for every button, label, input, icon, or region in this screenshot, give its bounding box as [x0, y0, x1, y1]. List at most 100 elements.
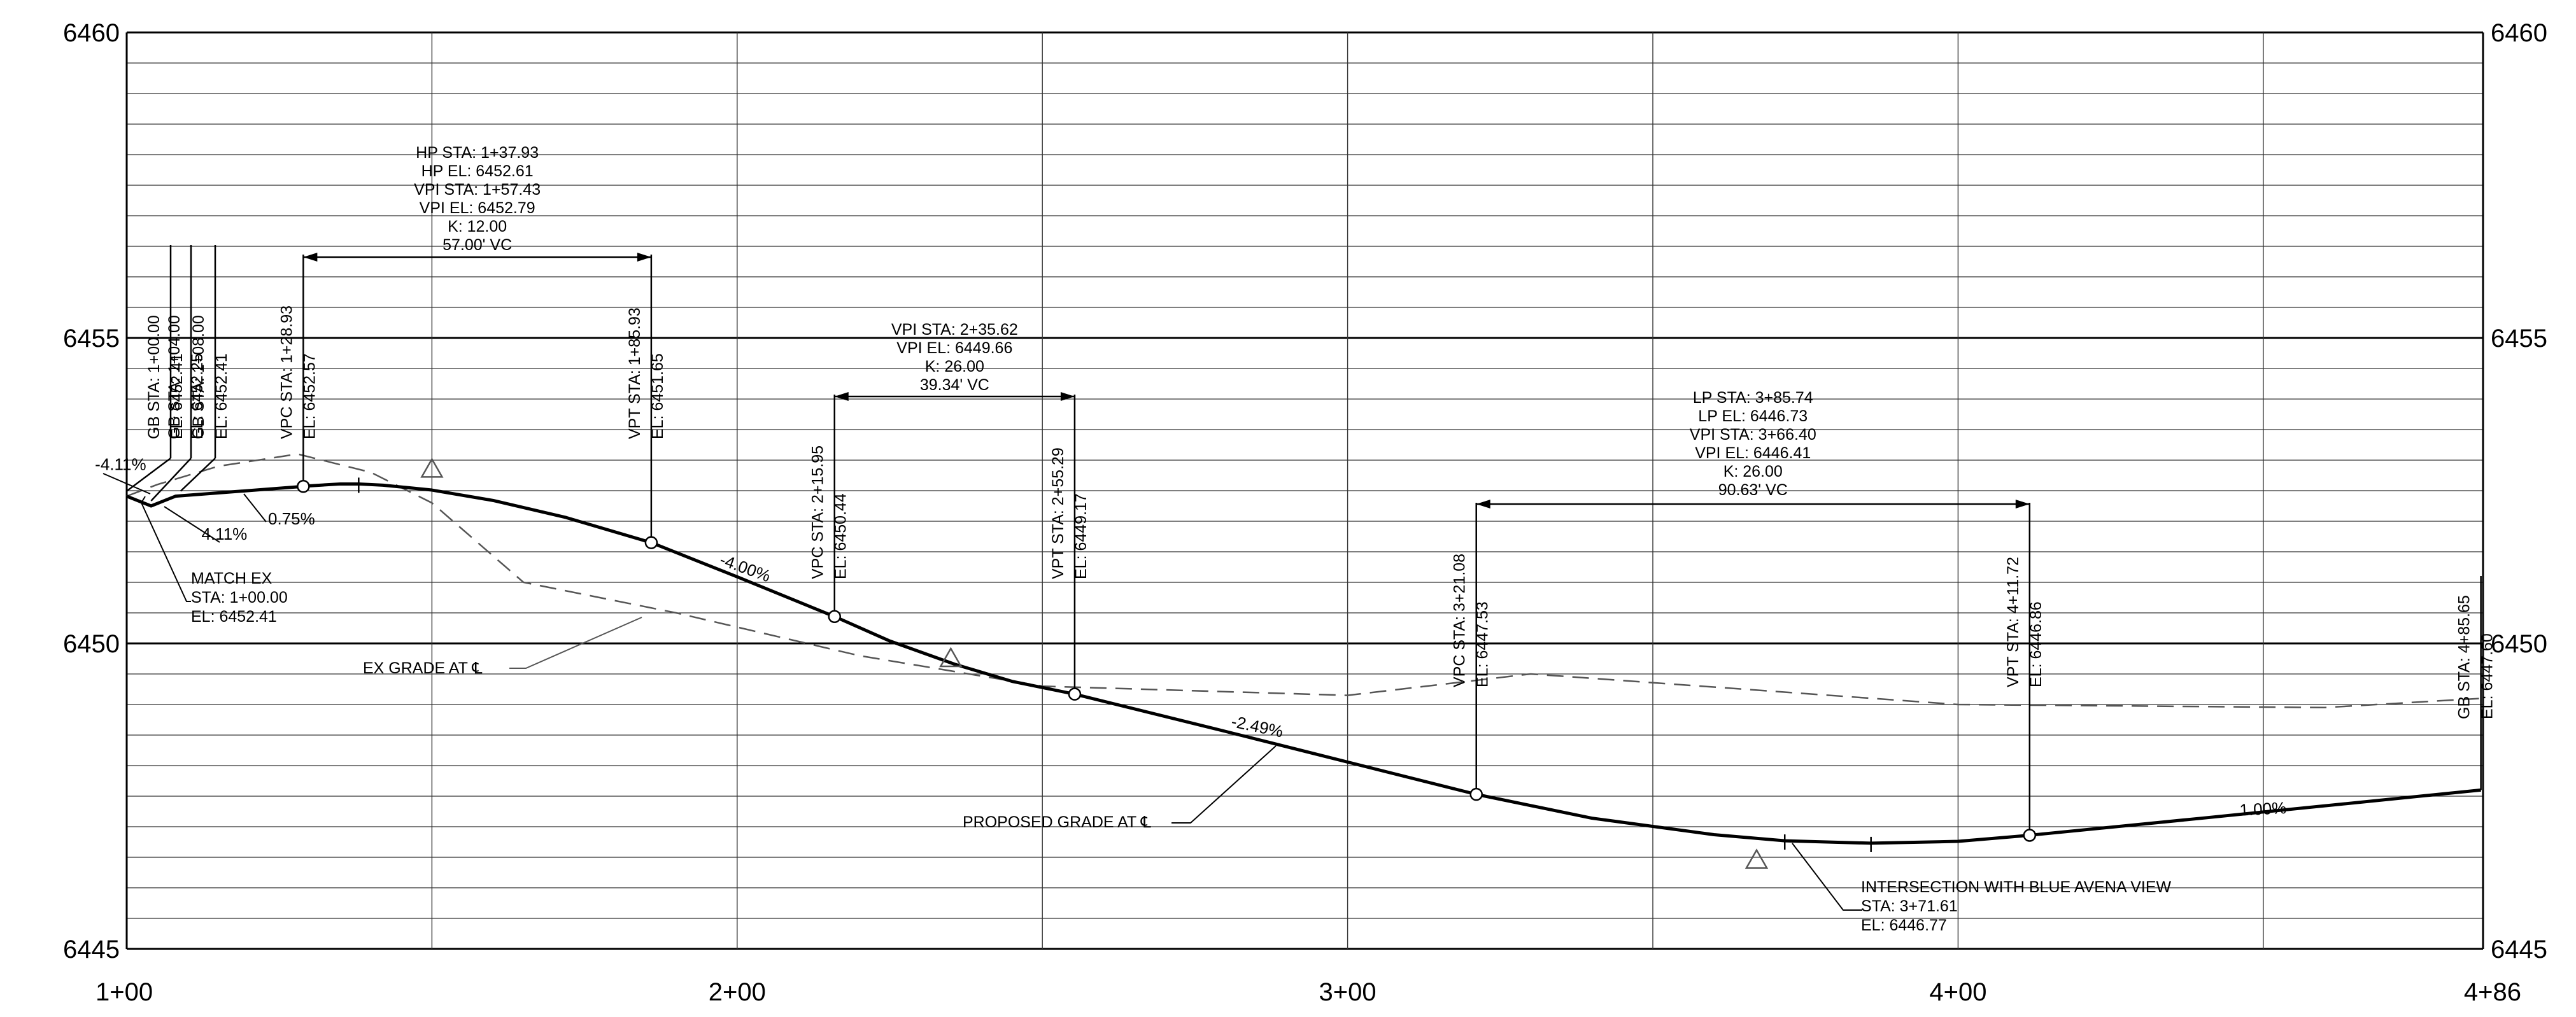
station-label-line1: VPT STA: 1+85.93 — [626, 307, 644, 439]
vc-label-line: VPI STA: 1+57.43 — [414, 181, 541, 199]
grade-point-marker — [297, 480, 310, 493]
vc-arrow-left — [834, 392, 849, 401]
vc-label-line: LP EL: 6446.73 — [1698, 407, 1808, 425]
match-label-line: STA: 1+00.00 — [191, 589, 288, 607]
y-tick-label-right: 6445 — [2491, 936, 2547, 964]
station-label-line2: EL: 6452.41 — [168, 353, 186, 439]
grade-percent-label: -2.49% — [1229, 712, 1285, 741]
station-label-line1: GB STA: 1+04.00 — [166, 315, 183, 439]
y-tick-label-right: 6460 — [2491, 19, 2547, 47]
grade-point-marker — [828, 610, 841, 624]
vc-label-line: VPI EL: 6446.41 — [1695, 444, 1811, 462]
y-tick-label-left: 6460 — [63, 19, 120, 47]
vc-label-line: K: 26.00 — [925, 358, 984, 375]
station-label-line2: EL: 6447.60 — [2479, 633, 2496, 719]
station-label-line2: EL: 6452.57 — [301, 353, 318, 439]
intersection-leader — [1792, 843, 1862, 911]
station-label-line2: EL: 6447.53 — [1474, 601, 1492, 687]
grade-lines — [126, 453, 2481, 845]
grade-leader — [243, 493, 267, 523]
station-label: GB STA: 1+08.00 EL: 6452.41 — [190, 315, 230, 439]
vc-label-line: 57.00' VC — [442, 236, 512, 254]
grade-leader — [103, 473, 151, 494]
y-tick-label-left: 6445 — [63, 936, 120, 964]
station-label-line1: VPC STA: 3+21.08 — [1451, 554, 1469, 687]
survey-triangle-marker — [1744, 848, 1769, 869]
station-leader-tail — [126, 457, 171, 492]
station-label: GB STA: 4+85.65 EL: 6447.60 — [2456, 595, 2496, 719]
vc-arrow-left — [303, 253, 318, 262]
vc-label-line: VPI EL: 6452.79 — [420, 199, 535, 217]
survey-triangle-marker — [420, 457, 444, 478]
vc-label-line: K: 12.00 — [448, 218, 507, 235]
vc-label-line: 90.63' VC — [1718, 481, 1788, 499]
x-tick-label: 4+00 — [1929, 978, 1986, 1006]
grade-percent-label: 0.75% — [268, 509, 315, 528]
vc-label-line: VPI STA: 2+35.62 — [891, 321, 1018, 339]
station-label-line2: EL: 6450.44 — [832, 493, 850, 579]
survey-triangle-marker — [939, 647, 963, 668]
grade-point-marker — [1068, 687, 1082, 701]
station-label-line1: VPC STA: 2+15.95 — [809, 445, 827, 579]
station-label: GB STA: 1+04.00 EL: 6452.25 — [166, 315, 206, 439]
grade-percent-label: 1.00% — [2239, 798, 2287, 820]
match-label-line: EL: 6452.41 — [191, 608, 277, 626]
proposed-grade-label: PROPOSED GRADE AT ℄ — [963, 813, 1151, 831]
vc-label-line: K: 26.00 — [1723, 463, 1783, 480]
ex-grade-label: EX GRADE AT ℄ — [363, 659, 482, 677]
grid — [125, 31, 2484, 950]
station-label-line2: EL: 6446.86 — [2027, 601, 2045, 687]
ex-grade-leader — [509, 617, 642, 669]
station-label-line2: EL: 6451.65 — [649, 353, 667, 439]
vc-label-line: 39.34' VC — [920, 376, 989, 394]
vc-label-line: LP STA: 3+85.74 — [1693, 389, 1813, 407]
vc-arrow-right — [2015, 500, 2030, 508]
station-label-line1: GB STA: 1+00.00 — [145, 315, 163, 439]
vc-label-line: HP STA: 1+37.93 — [416, 144, 539, 162]
station-label: GB STA: 1+00.00 EL: 6452.41 — [145, 315, 186, 439]
x-tick-label: 1+00 — [96, 978, 153, 1006]
station-label: VPT STA: 4+11.72 EL: 6446.86 — [2004, 557, 2045, 687]
grade-point-marker — [644, 536, 658, 549]
existing-grade-line — [126, 453, 2481, 709]
grade-point-marker — [2023, 829, 2037, 842]
station-label-line1: VPT STA: 4+11.72 — [2004, 557, 2022, 687]
station-label: VPT STA: 1+85.93 EL: 6451.65 — [626, 307, 667, 439]
vc-arrow-right — [1060, 392, 1075, 401]
grade-leader — [164, 506, 220, 543]
intersection-label-line: STA: 3+71.61 — [1861, 897, 1958, 915]
station-label-line2: EL: 6449.17 — [1072, 493, 1090, 579]
grade-point-marker — [1469, 787, 1483, 801]
vc-arrow-left — [1476, 500, 1490, 508]
proposed-grade-line — [126, 482, 2481, 845]
intersection-label-line: EL: 6446.77 — [1861, 916, 1947, 934]
station-label-line1: VPT STA: 2+55.29 — [1049, 447, 1067, 579]
x-tick-label: 4+86 — [2464, 978, 2521, 1006]
vc-label-line: VPI STA: 3+66.40 — [1690, 426, 1816, 444]
station-label-line2: EL: 6452.25 — [188, 353, 206, 439]
vc-arrow-right — [637, 253, 651, 262]
station-leader-tail — [180, 458, 216, 492]
x-tick-label: 2+00 — [709, 978, 766, 1006]
y-tick-label-right: 6450 — [2491, 630, 2547, 658]
station-label-line1: GB STA: 4+85.65 — [2456, 595, 2473, 719]
match-leader — [140, 496, 191, 602]
vc-label-line: HP EL: 6452.61 — [421, 162, 534, 180]
intersection-label-line: INTERSECTION WITH BLUE AVENA VIEW — [1861, 878, 2172, 896]
station-label-line1: VPC STA: 1+28.93 — [278, 305, 295, 439]
proposed-grade-leader — [1171, 745, 1277, 824]
grade-percent-label: 4.11% — [202, 524, 248, 544]
match-label-line: MATCH EX — [191, 570, 272, 587]
station-label: VPC STA: 2+15.95 EL: 6450.44 — [809, 445, 850, 579]
station-label-line1: GB STA: 1+08.00 — [190, 315, 208, 439]
station-label-line2: EL: 6452.41 — [213, 353, 230, 439]
axes: 1+00 2+00 3+00 4+00 4+86 6460 6460 6455 6455 6450… — [63, 19, 2547, 1006]
station-label: VPC STA: 3+21.08 EL: 6447.53 — [1451, 554, 1492, 687]
y-tick-label-right: 6455 — [2491, 325, 2547, 353]
vc-label-line: VPI EL: 6449.66 — [896, 339, 1012, 357]
y-tick-label-left: 6450 — [63, 630, 120, 658]
station-label: VPT STA: 2+55.29 EL: 6449.17 — [1049, 447, 1090, 579]
